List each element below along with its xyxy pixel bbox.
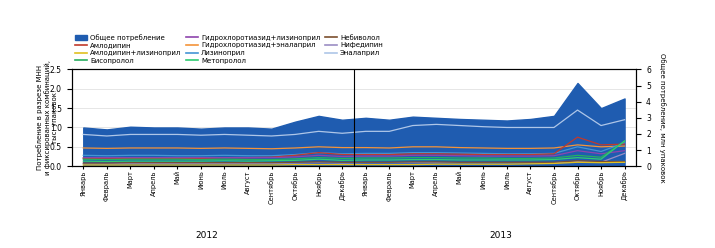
Legend: Общее потребление, Амлодипин, Амлодипин+лизиноприл, Бисопролол, Гидрохлоротиазид: Общее потребление, Амлодипин, Амлодипин+…	[75, 34, 383, 64]
Text: 2012: 2012	[195, 231, 218, 240]
Y-axis label: Потребление в разрезе МНН
и фиксированных комбинаций,
тыс. упаковок: Потребление в разрезе МНН и фиксированны…	[36, 60, 58, 175]
Y-axis label: Общее потребление, млн упаковок: Общее потребление, млн упаковок	[659, 53, 666, 183]
Text: 2013: 2013	[490, 231, 513, 240]
